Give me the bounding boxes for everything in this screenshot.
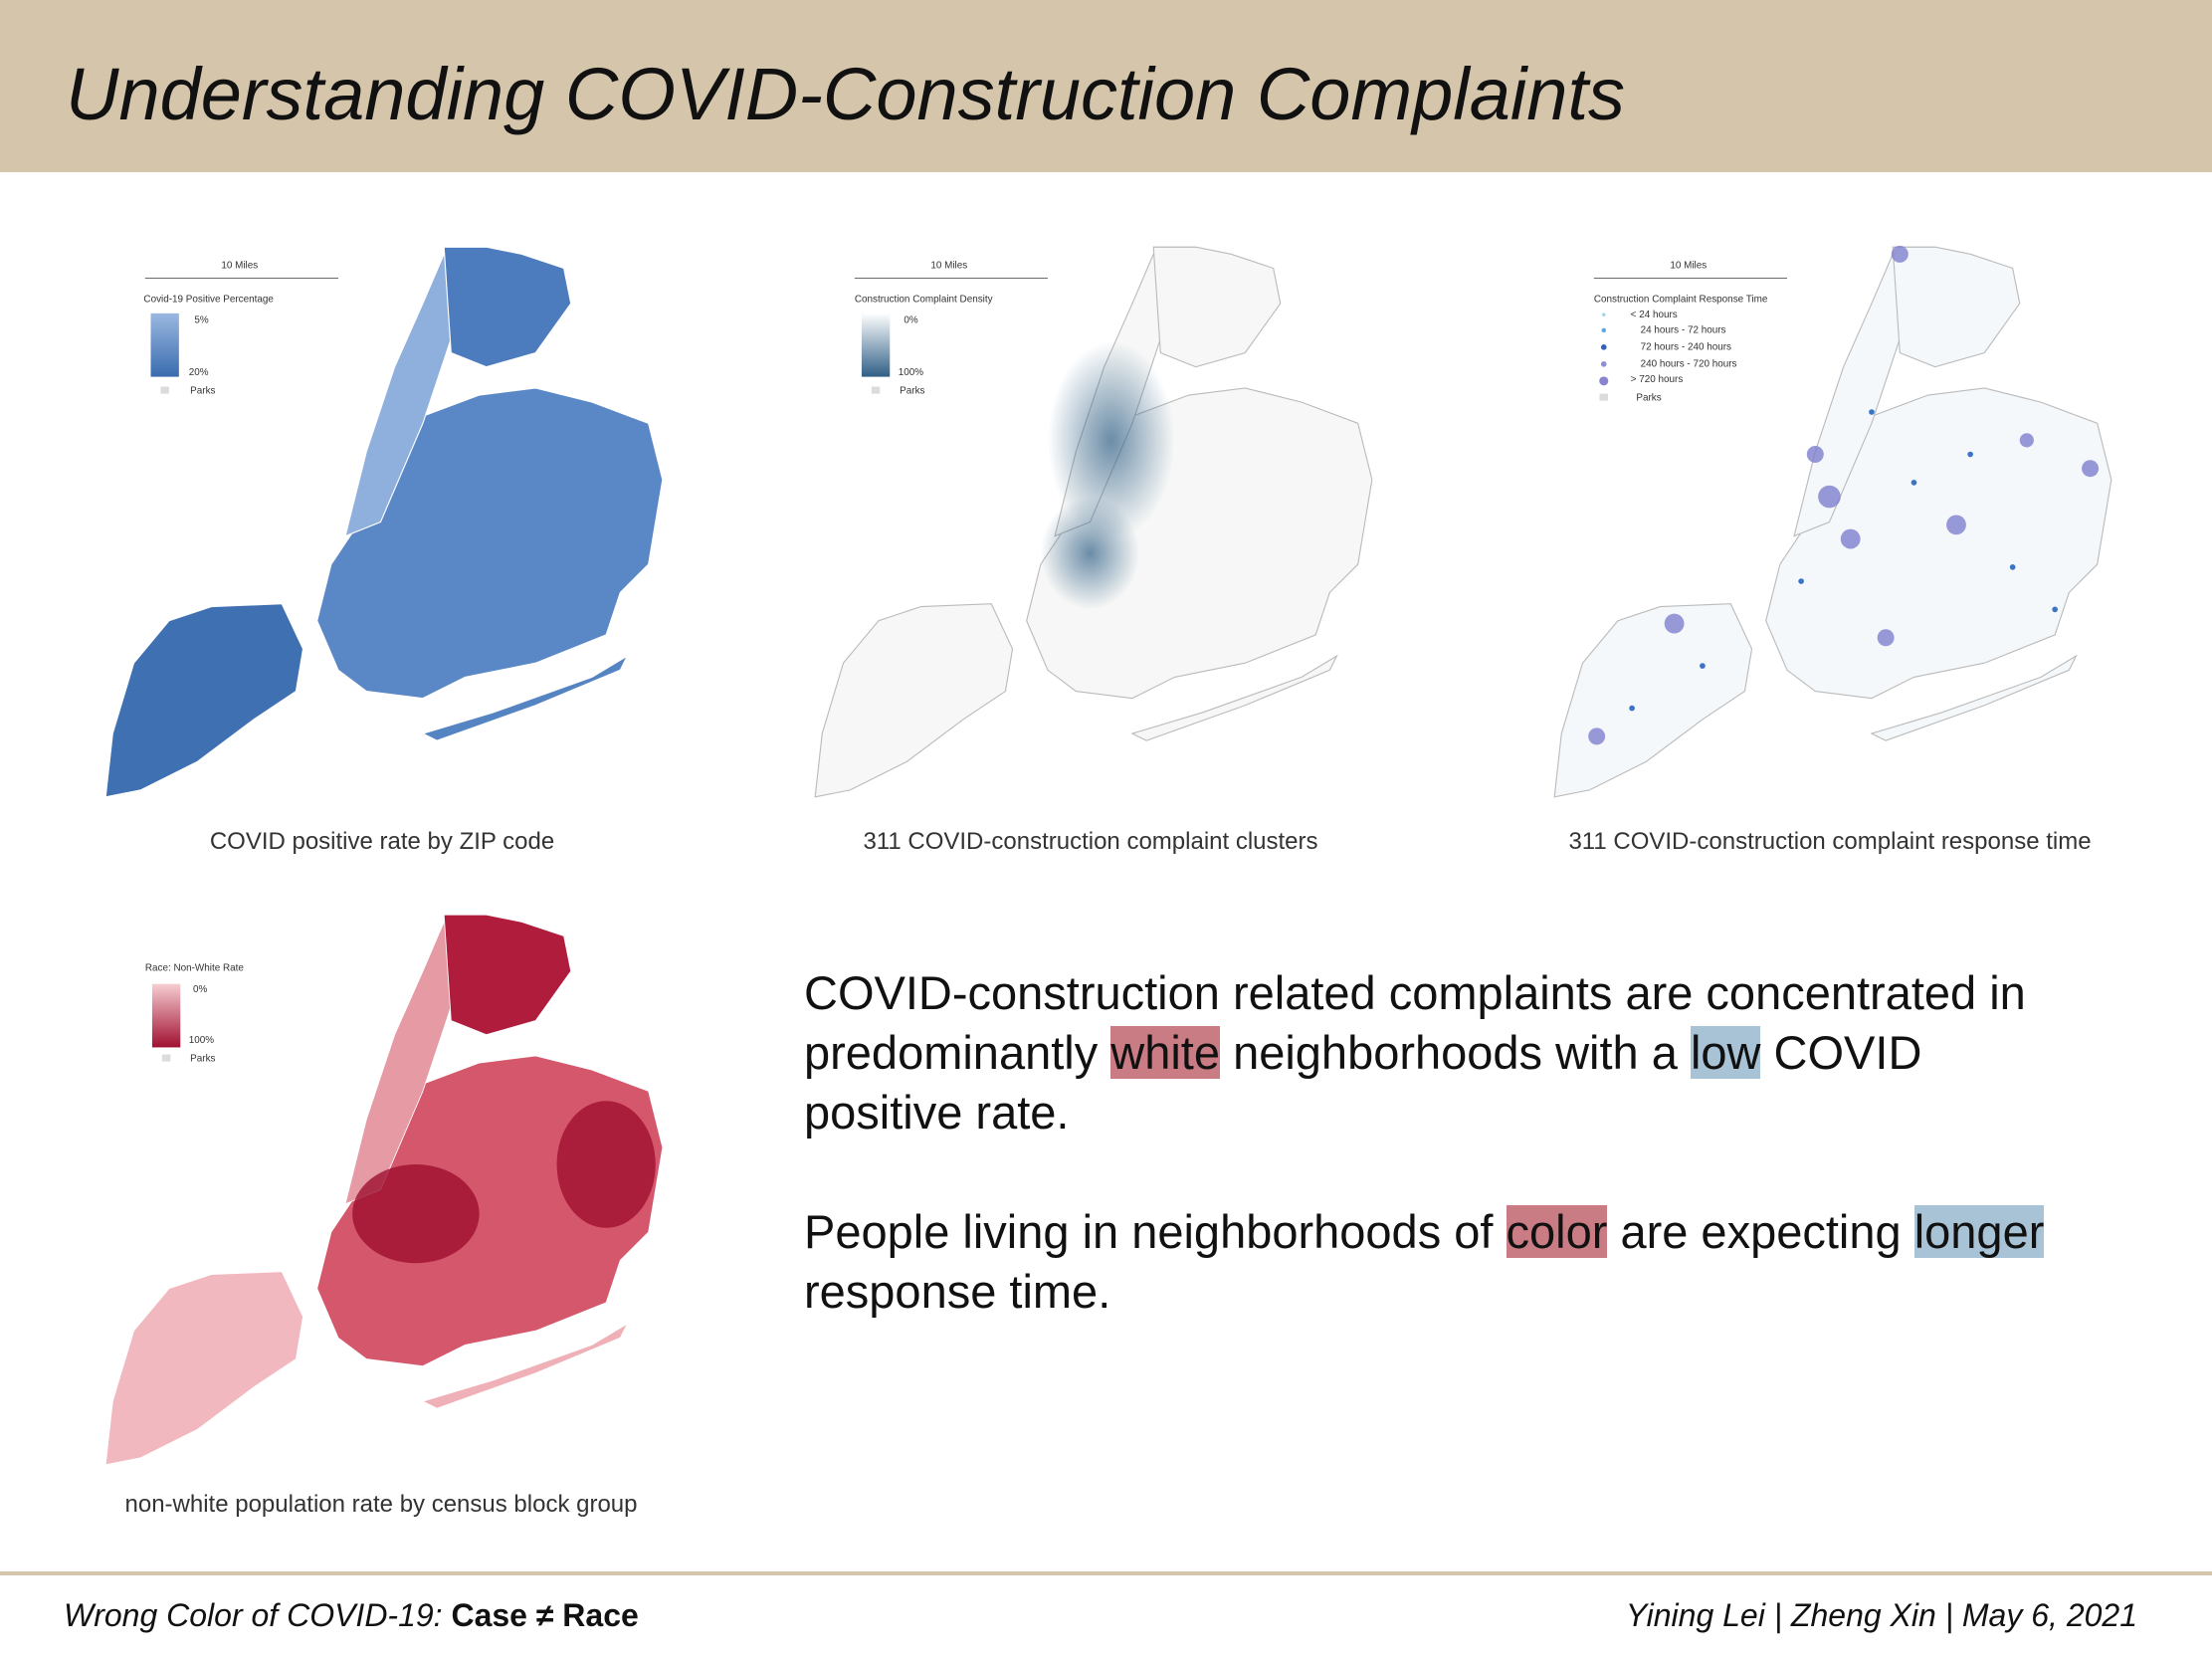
legend-label: 5% [194, 315, 209, 326]
text-run: COVID-construction related complaints ar… [804, 966, 2039, 1079]
highlight: low [1690, 1026, 1761, 1079]
footer-emphasis: Case ≠ Race [451, 1597, 639, 1633]
legend-label: 100% [899, 367, 924, 378]
covid-map: 10 Miles Covid-19 Positive Percentage 5%… [104, 246, 664, 798]
legend-label: > 720 hours [1631, 374, 1684, 385]
legend-title: Construction Complaint Response Time [1594, 294, 1768, 305]
legend-title: Race: Non-White Rate [145, 963, 245, 974]
legend-label: 72 hours - 240 hours [1641, 341, 1731, 352]
legend-label: 24 hours - 72 hours [1641, 324, 1726, 335]
slide-title: Understanding COVID-Construction Complai… [66, 53, 1626, 135]
legend-label: Parks [1636, 392, 1661, 403]
legend-label: 20% [189, 367, 209, 378]
legend-title: Construction Complaint Density [855, 294, 993, 305]
text-run: response time. [804, 1205, 2058, 1318]
body-text: COVID-construction related complaints ar… [804, 963, 2088, 1381]
scale-label: 10 Miles [221, 260, 258, 271]
response-map: 10 Miles Construction Complaint Response… [1553, 245, 2112, 798]
highlight: longer [1913, 1205, 2045, 1258]
scale-label: 10 Miles [930, 260, 967, 271]
text-run: are expecting [1607, 1205, 1914, 1258]
legend-label: 0% [904, 315, 918, 326]
race-map: Race: Non-White Rate 0% 100% Parks [104, 914, 664, 1466]
map-caption: COVID positive rate by ZIP code [209, 828, 555, 855]
map-caption: 311 COVID-construction complaint cluster… [863, 828, 1318, 855]
legend-label: 0% [193, 984, 208, 995]
legend-label: Parks [900, 385, 924, 396]
header-band: Understanding COVID-Construction Complai… [0, 0, 2212, 172]
paragraph: COVID-construction related complaints ar… [804, 963, 2088, 1142]
footer-left: Wrong Color of COVID-19: Case ≠ Race [64, 1597, 639, 1634]
density-map: 10 Miles Construction Complaint Density … [814, 246, 1373, 798]
text-run: People living in neighborhoods of [804, 1205, 1507, 1258]
legend-label: Parks [190, 385, 215, 396]
scale-label: 10 Miles [1670, 260, 1707, 271]
paragraph: People living in neighborhoods of color … [804, 1202, 2088, 1322]
legend-label: 240 hours - 720 hours [1641, 358, 1737, 369]
legend-label: Parks [190, 1053, 215, 1064]
footer-right: Yining Lei | Zheng Xin | May 6, 2021 [1625, 1597, 2137, 1633]
text-run: neighborhoods with a [1220, 1026, 1691, 1079]
text-run: COVID positive rate. [804, 1026, 1935, 1139]
legend-label: < 24 hours [1631, 310, 1678, 320]
footer-rule [0, 1571, 2212, 1575]
highlight: color [1506, 1205, 1608, 1258]
legend-label: 100% [189, 1035, 215, 1046]
footer-lead: Wrong Color of COVID-19: [64, 1597, 443, 1633]
map-caption: non-white population rate by census bloc… [124, 1491, 638, 1518]
highlight: white [1110, 1026, 1221, 1079]
legend-title: Covid-19 Positive Percentage [143, 294, 274, 305]
map-caption: 311 COVID-construction complaint respons… [1568, 828, 2092, 855]
